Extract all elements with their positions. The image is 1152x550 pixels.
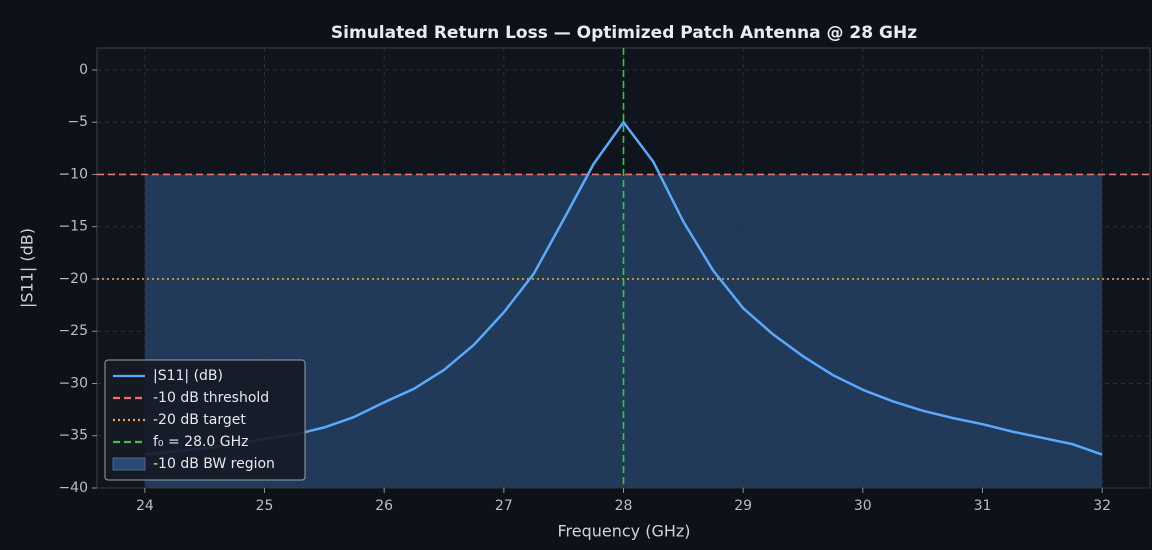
x-tick-label: 29 bbox=[734, 498, 752, 514]
chart-title: Simulated Return Loss — Optimized Patch … bbox=[331, 23, 917, 43]
x-tick-label: 30 bbox=[854, 498, 872, 514]
y-tick-label: −10 bbox=[58, 166, 88, 182]
y-tick-label: −25 bbox=[58, 323, 88, 339]
x-tick-label: 27 bbox=[495, 498, 513, 514]
y-tick-label: −20 bbox=[58, 271, 88, 287]
y-tick-label: −35 bbox=[58, 428, 88, 444]
legend-label: f₀ = 28.0 GHz bbox=[153, 434, 249, 450]
legend-label: -20 dB target bbox=[153, 412, 246, 428]
legend-box bbox=[104, 359, 306, 481]
y-tick-label: −15 bbox=[58, 219, 88, 235]
legend-label: -10 dB BW region bbox=[153, 456, 275, 472]
x-tick-label: 26 bbox=[375, 498, 393, 514]
y-tick-label: −5 bbox=[67, 114, 88, 130]
y-axis-label: |S11| (dB) bbox=[18, 228, 37, 308]
y-tick-label: −30 bbox=[58, 375, 88, 391]
legend-label: |S11| (dB) bbox=[153, 368, 223, 384]
x-tick-label: 28 bbox=[615, 498, 633, 514]
y-tick-label: −40 bbox=[58, 480, 88, 496]
x-tick-label: 24 bbox=[136, 498, 154, 514]
x-tick-label: 25 bbox=[256, 498, 274, 514]
y-tick-label: 0 bbox=[79, 62, 88, 78]
x-tick-label: 31 bbox=[974, 498, 992, 514]
legend-swatch bbox=[112, 457, 146, 471]
legend: |S11| (dB) -10 dB threshold -20 dB target f… bbox=[104, 359, 306, 481]
legend-label: -10 dB threshold bbox=[153, 390, 269, 406]
x-axis-label: Frequency (GHz) bbox=[557, 522, 690, 541]
x-tick-label: 32 bbox=[1093, 498, 1111, 514]
